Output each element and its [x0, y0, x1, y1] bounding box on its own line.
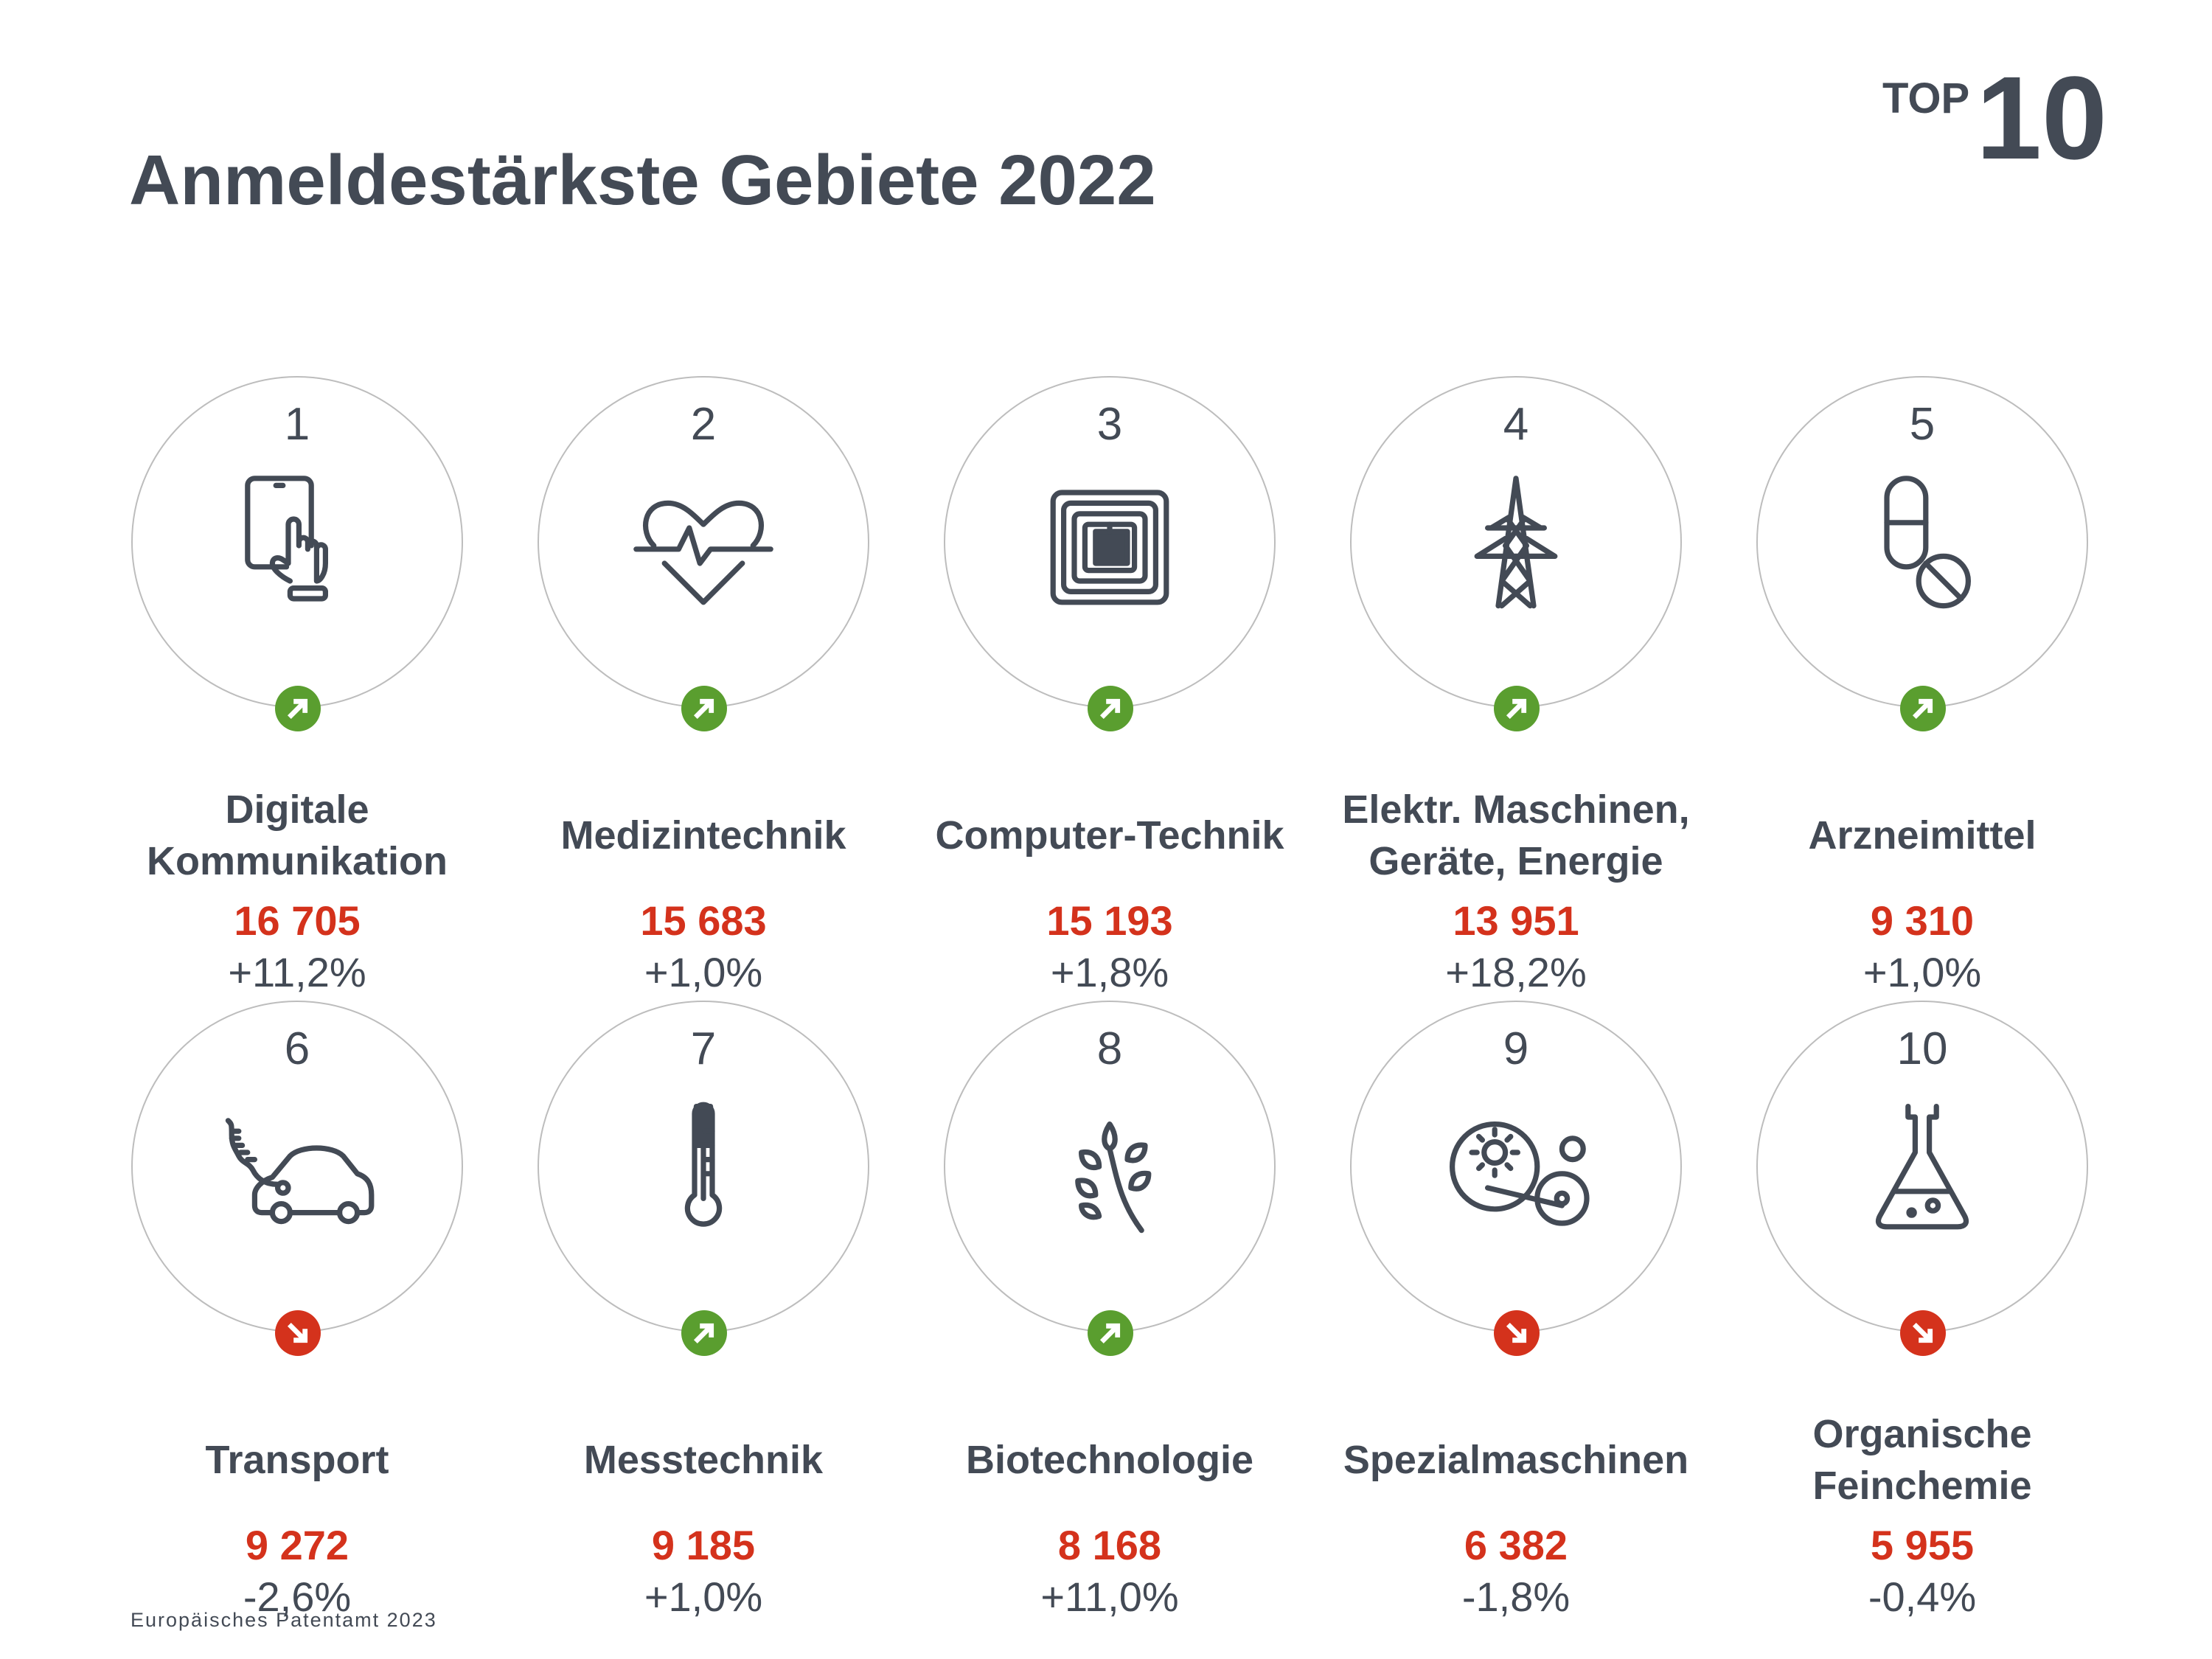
category-label: Spezialmaschinen: [1295, 1405, 1737, 1515]
change-percent: +18,2%: [1445, 949, 1587, 995]
application-count: 9 272: [245, 1522, 349, 1568]
top-label: TOP: [1882, 74, 1970, 122]
category-label-text: Transport: [205, 1438, 389, 1482]
rank-number: 4: [1503, 399, 1529, 450]
rank-number: 1: [284, 399, 310, 450]
source-footer: Europäisches Patentamt 2023: [131, 1609, 437, 1631]
electric-car-icon: [225, 1118, 375, 1225]
change-percent: +1,8%: [1050, 949, 1169, 995]
category-label-text: Elektr. Maschinen, Geräte, Energie: [1342, 787, 1690, 883]
rank-number: 6: [284, 1023, 310, 1074]
category-label-text: Biotechnologie: [966, 1438, 1253, 1482]
change-percent: +1,0%: [644, 1573, 763, 1620]
category-label-text: Arzneimittel: [1808, 813, 2037, 858]
thermometer-icon: [684, 1102, 723, 1227]
power-pylon-icon: [1474, 476, 1558, 609]
rank-number: 9: [1503, 1023, 1529, 1074]
change-percent: +1,0%: [1863, 949, 1982, 995]
category-label: Medizintechnik: [482, 780, 925, 891]
trend-up-arrow-icon: [1088, 1310, 1133, 1356]
change-percent: +1,0%: [644, 949, 763, 995]
change-percent: -1,8%: [1461, 1573, 1571, 1620]
category-label: Digitale Kommunikation: [76, 780, 518, 891]
rank-number: 2: [690, 399, 717, 450]
category-label: Organische Feinchemie: [1701, 1405, 2143, 1515]
category-label-text: Organische Feinchemie: [1812, 1412, 2032, 1508]
application-count: 13 951: [1453, 897, 1579, 944]
category-label: Arzneimittel: [1701, 780, 2143, 891]
application-count: 9 185: [651, 1522, 756, 1568]
flask-icon: [1875, 1104, 1969, 1230]
category-label-text: Messtechnik: [583, 1438, 824, 1482]
category-label-text: Computer-Technik: [935, 813, 1284, 858]
category-label: Messtechnik: [482, 1405, 925, 1515]
application-count: 5 955: [1870, 1522, 1975, 1568]
machine-gears-icon: [1450, 1121, 1590, 1226]
application-count: 15 683: [640, 897, 767, 944]
trend-down-arrow-icon: [1494, 1310, 1540, 1356]
plant-icon: [1075, 1121, 1152, 1234]
trend-up-arrow-icon: [1900, 686, 1946, 731]
trend-up-arrow-icon: [1494, 686, 1540, 731]
category-label-text: Digitale Kommunikation: [146, 787, 448, 883]
change-percent: +11,0%: [1040, 1573, 1179, 1620]
change-percent: +11,2%: [228, 949, 366, 995]
rank-number: 8: [1096, 1023, 1123, 1074]
trend-up-arrow-icon: [681, 686, 727, 731]
application-count: 8 168: [1057, 1522, 1162, 1568]
category-label: Biotechnologie: [888, 1405, 1331, 1515]
trend-up-arrow-icon: [681, 1310, 727, 1356]
change-percent: -0,4%: [1868, 1573, 1977, 1620]
chip-icon: [1050, 490, 1169, 605]
category-label-text: Medizintechnik: [560, 813, 846, 858]
change-percent: -2,6%: [243, 1573, 352, 1620]
application-count: 15 193: [1046, 897, 1173, 944]
rank-number: 7: [690, 1023, 717, 1074]
trend-up-arrow-icon: [1088, 686, 1133, 731]
application-count: 9 310: [1870, 897, 1975, 944]
rank-number: 3: [1096, 399, 1123, 450]
heartbeat-icon: [633, 500, 773, 605]
trend-down-arrow-icon: [1900, 1310, 1946, 1356]
top-number: 10: [1976, 52, 2107, 184]
application-count: 16 705: [234, 897, 361, 944]
category-label: Elektr. Maschinen, Geräte, Energie: [1295, 780, 1737, 891]
application-count: 6 382: [1464, 1522, 1568, 1568]
trend-up-arrow-icon: [275, 686, 321, 731]
category-label: Computer-Technik: [888, 780, 1331, 891]
category-label: Transport: [76, 1405, 518, 1515]
category-label-text: Spezialmaschinen: [1343, 1438, 1689, 1482]
pill-icon: [1884, 476, 1971, 609]
trend-down-arrow-icon: [275, 1310, 321, 1356]
rank-number: 10: [1896, 1023, 1948, 1074]
rank-number: 5: [1909, 399, 1935, 450]
tablet-touch-icon: [245, 476, 328, 602]
page-title: Anmeldestärkste Gebiete 2022: [129, 141, 1156, 220]
